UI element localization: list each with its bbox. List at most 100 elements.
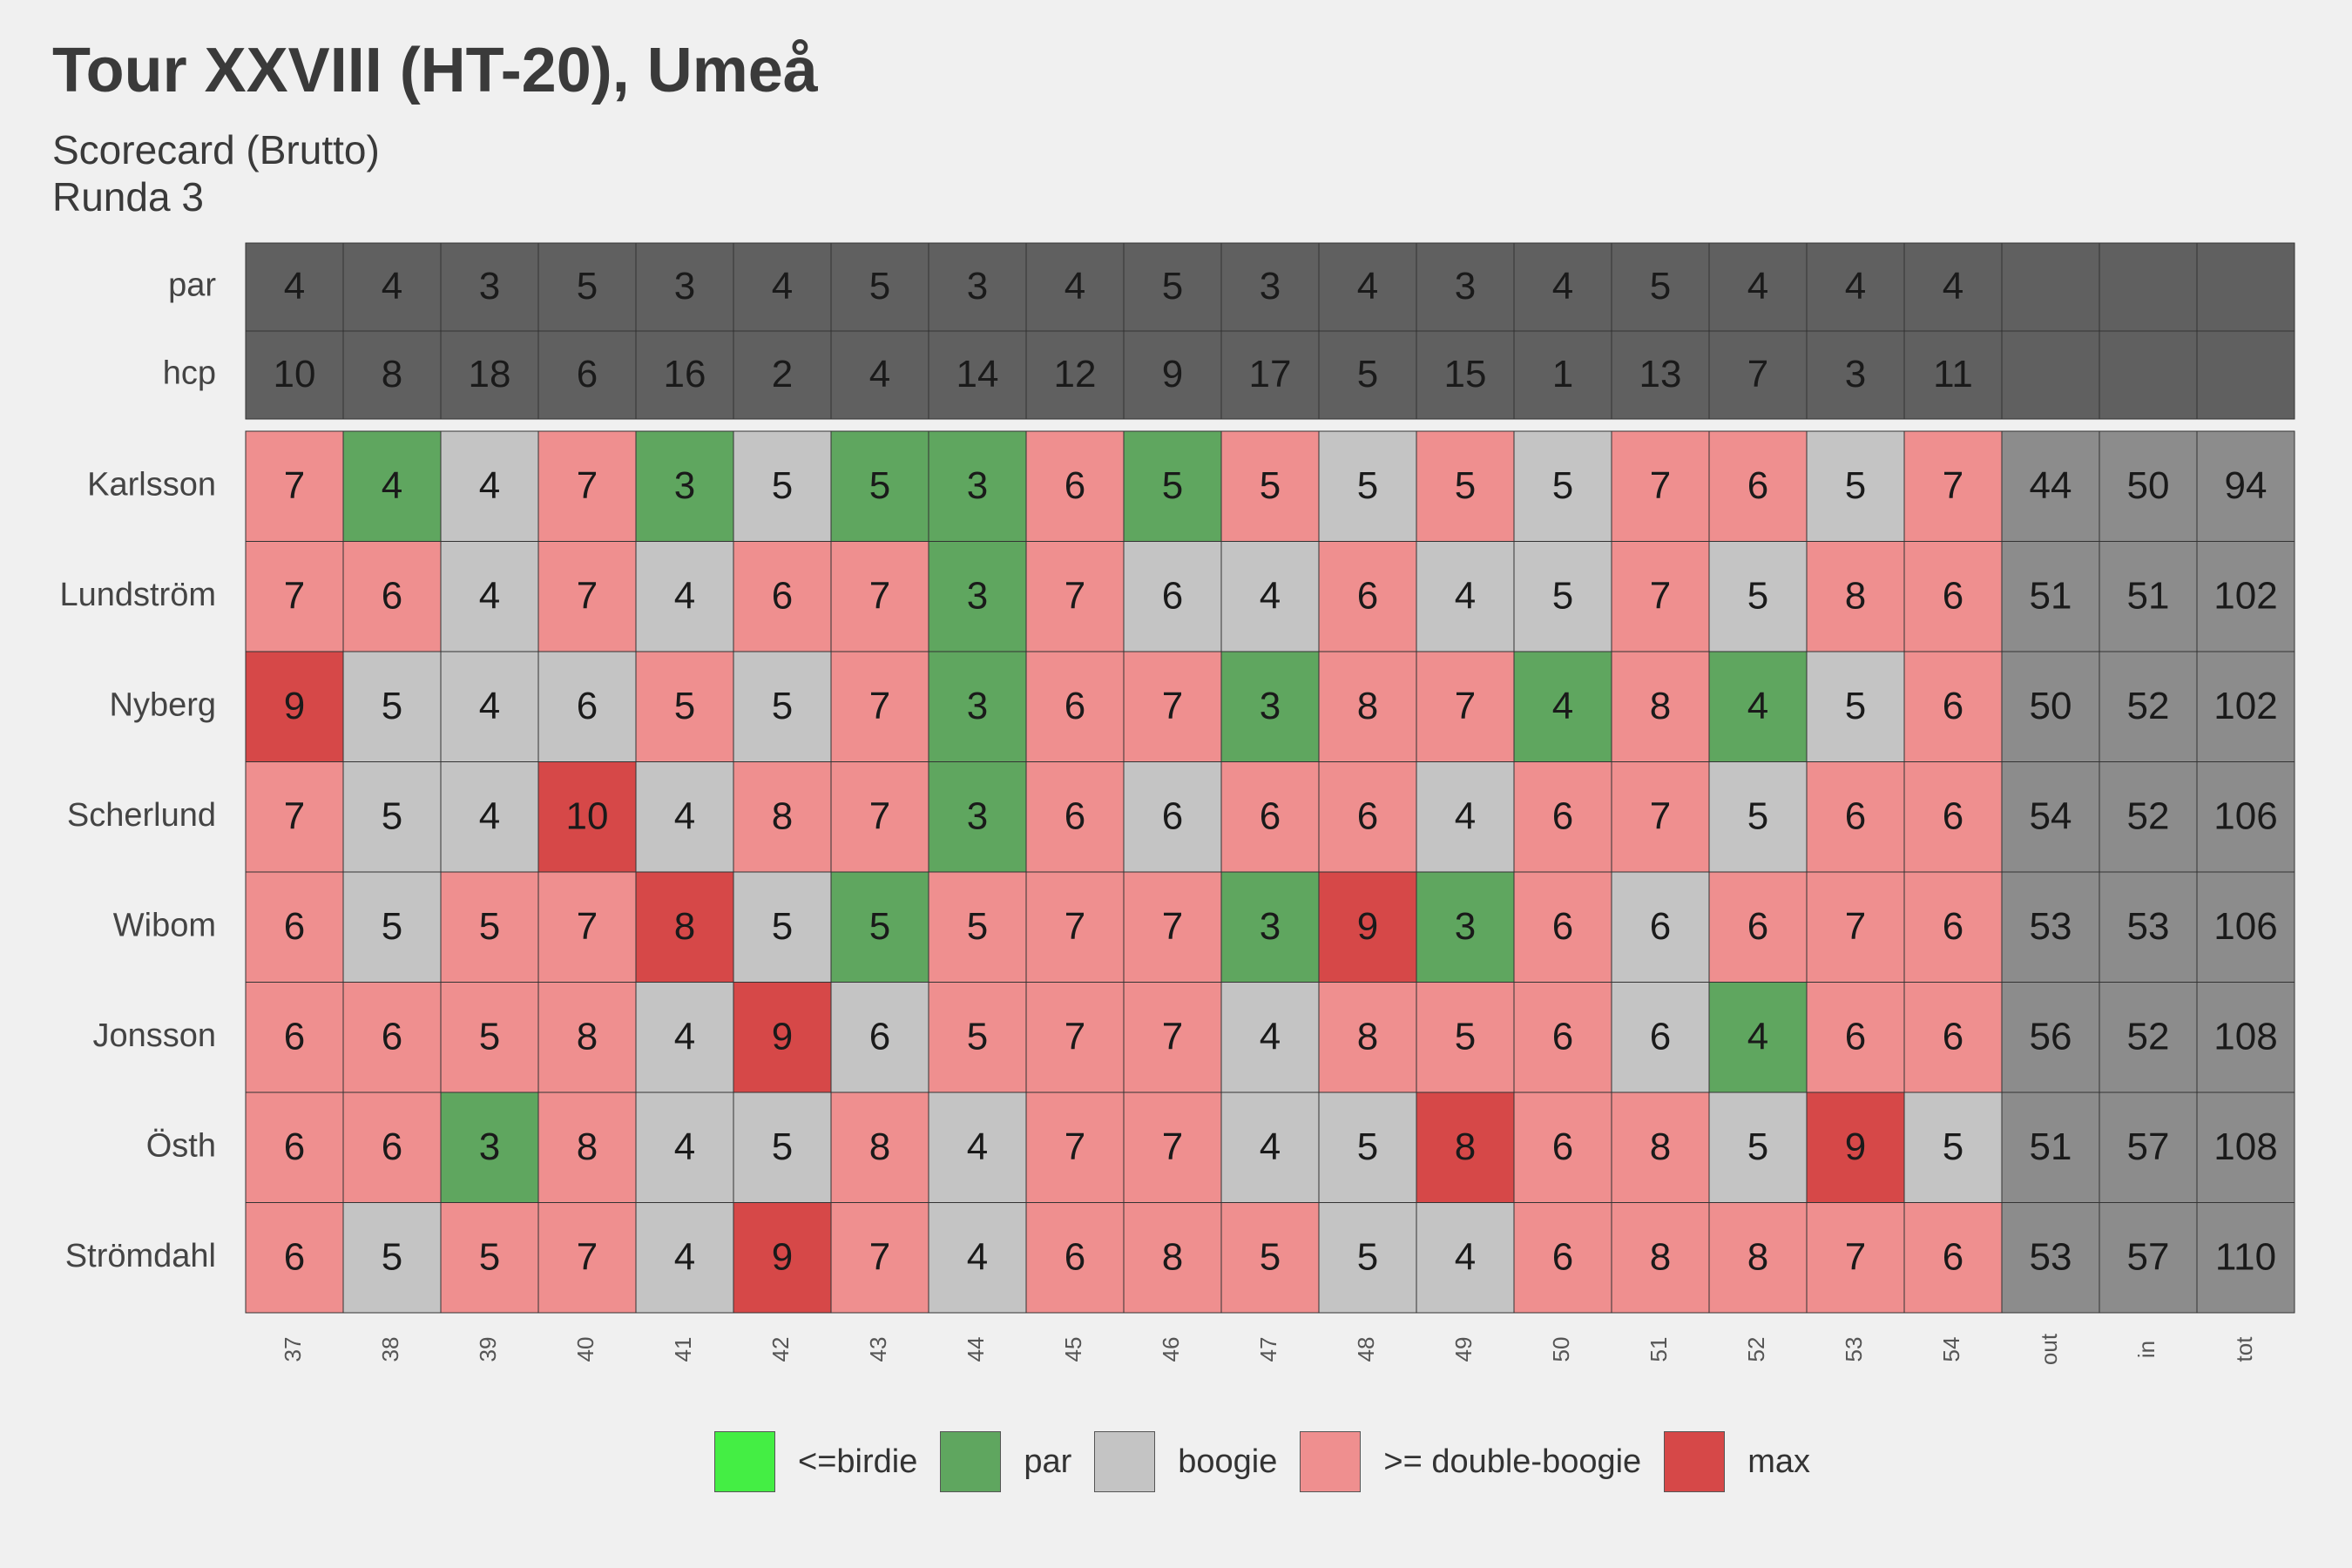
score-cell [440, 651, 539, 762]
score-cell [1220, 651, 1320, 762]
x-tick-label: 44 [963, 1337, 989, 1362]
score-value: 5 [1747, 574, 1768, 617]
par-value: 4 [284, 265, 305, 308]
score-cell [1416, 1202, 1515, 1314]
score-value: 7 [284, 574, 305, 617]
score-value: 4 [1455, 574, 1476, 617]
score-value: 7 [1650, 794, 1671, 837]
par-value: 4 [1747, 265, 1768, 308]
total-value: 106 [2213, 794, 2277, 837]
score-value: 6 [1943, 794, 1963, 837]
score-value: 5 [479, 1235, 500, 1278]
hcp-cell [928, 330, 1027, 420]
score-value: 5 [1260, 464, 1281, 507]
score-value: 6 [382, 574, 402, 617]
score-cell [1416, 651, 1515, 762]
score-cell [733, 1092, 832, 1203]
hcp-value: 10 [274, 353, 316, 395]
score-cell [1123, 430, 1222, 542]
score-value: 6 [1943, 685, 1963, 727]
total-cell [2099, 1202, 2198, 1314]
score-value: 6 [1064, 1235, 1085, 1278]
score-value: 4 [967, 1125, 988, 1168]
score-cell [1708, 1202, 1808, 1314]
x-tick-label: 50 [1548, 1337, 1574, 1362]
score-value: 7 [577, 574, 598, 617]
score-value: 5 [1260, 1235, 1281, 1278]
score-value: 5 [382, 685, 402, 727]
score-cell [342, 1092, 442, 1203]
score-cell [1025, 651, 1125, 762]
par-cell [2001, 242, 2100, 332]
score-value: 7 [869, 794, 890, 837]
score-value: 3 [967, 574, 988, 617]
score-value: 4 [479, 574, 500, 617]
hcp-cell [440, 330, 539, 420]
score-value: 6 [1552, 905, 1573, 948]
par-cell [1708, 242, 1808, 332]
score-cell [1806, 651, 1905, 762]
score-value: 8 [1357, 1015, 1378, 1058]
score-cell [1806, 761, 1905, 873]
score-value: 7 [869, 1235, 890, 1278]
score-value: 6 [1747, 905, 1768, 948]
score-value: 5 [1747, 794, 1768, 837]
score-cell [1708, 651, 1808, 762]
total-value: 53 [2030, 1235, 2072, 1278]
score-value: 6 [869, 1015, 890, 1058]
total-cell [2196, 430, 2295, 542]
score-value: 6 [1943, 574, 1963, 617]
total-cell [2196, 541, 2295, 652]
par-cell [1611, 242, 1710, 332]
legend-label-double-bogey: >= double-boogie [1383, 1443, 1642, 1480]
total-cell [2099, 651, 2198, 762]
par-value: 3 [479, 265, 500, 308]
total-value: 52 [2127, 685, 2170, 727]
score-cell [928, 651, 1027, 762]
score-value: 5 [1552, 464, 1573, 507]
x-tick-label: 47 [1255, 1337, 1281, 1362]
score-cell [1903, 871, 2003, 983]
hcp-value: 6 [577, 353, 598, 395]
score-value: 6 [1943, 905, 1963, 948]
score-value: 6 [577, 685, 598, 727]
score-value: 5 [1455, 1015, 1476, 1058]
hcp-value: 16 [664, 353, 706, 395]
score-cell [537, 982, 637, 1093]
score-value: 5 [479, 905, 500, 948]
hcp-value: 15 [1444, 353, 1487, 395]
score-value: 7 [1064, 1015, 1085, 1058]
score-value: 9 [772, 1015, 793, 1058]
score-cell [1903, 1092, 2003, 1203]
score-cell [1513, 1202, 1612, 1314]
hcp-cell [1806, 330, 1905, 420]
hcp-cell [733, 330, 832, 420]
par-cell [733, 242, 832, 332]
score-cell [1416, 871, 1515, 983]
score-value: 4 [479, 794, 500, 837]
score-value: 5 [1162, 464, 1183, 507]
x-tick-label: 41 [670, 1337, 696, 1362]
score-cell [830, 430, 929, 542]
score-value: 4 [1260, 574, 1281, 617]
par-cell [1513, 242, 1612, 332]
score-value: 7 [1650, 574, 1671, 617]
score-cell [1123, 541, 1222, 652]
legend-swatch-double-bogey [1300, 1431, 1362, 1492]
score-cell [830, 761, 929, 873]
score-value: 7 [1455, 685, 1476, 727]
score-cell [440, 871, 539, 983]
total-value: 106 [2213, 905, 2277, 948]
score-cell [928, 541, 1027, 652]
par-value: 4 [1943, 265, 1963, 308]
par-value: 4 [1064, 265, 1085, 308]
score-value: 9 [284, 685, 305, 727]
score-cell [1903, 651, 2003, 762]
total-cell [2196, 1202, 2295, 1314]
score-cell [928, 871, 1027, 983]
total-value: 50 [2127, 464, 2170, 507]
score-value: 3 [479, 1125, 500, 1168]
score-value: 5 [382, 905, 402, 948]
score-value: 3 [1260, 905, 1281, 948]
